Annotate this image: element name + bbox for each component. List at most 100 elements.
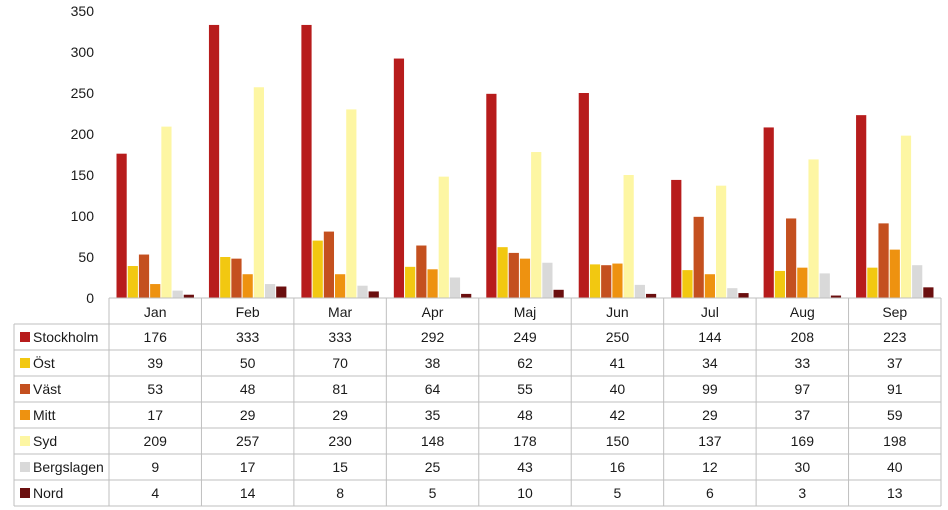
table-cell-value: 17 [240,459,256,475]
table-cell-value: 39 [147,355,163,371]
bar-väst-jul [693,216,704,298]
table-cell-value: 64 [425,381,441,397]
bar-syd-mar [346,109,357,299]
bars-area [116,24,934,299]
bar-nord-apr [461,293,472,298]
bar-nord-mar [368,291,379,298]
table-cell-value: 30 [795,459,811,475]
table-cell-value: 257 [236,433,260,449]
bar-stockholm-jul [671,179,682,298]
table-cell-value: 333 [236,329,260,345]
bar-stockholm-aug [763,127,774,298]
bar-stockholm-feb [208,24,220,298]
bar-syd-apr [438,176,449,298]
bar-syd-jun [623,175,634,298]
category-label: Apr [422,304,444,320]
bar-syd-feb [253,87,264,298]
bar-stockholm-maj [486,93,497,298]
table-cell-value: 223 [883,329,907,345]
bar-nord-maj [553,289,564,298]
bar-öst-jan [127,266,138,298]
table-cell-value: 29 [332,407,348,423]
bar-bergslagen-maj [542,262,553,298]
table-cell-value: 250 [606,329,630,345]
bar-väst-apr [416,245,427,298]
bar-bergslagen-jul [727,288,738,298]
bar-mitt-maj [519,258,531,298]
y-tick-label: 50 [78,249,94,265]
table-cell-value: 50 [240,355,256,371]
bar-öst-aug [774,270,786,298]
table-cell-value: 37 [887,355,903,371]
table-cell-value: 41 [610,355,626,371]
y-tick-label: 150 [71,167,95,183]
bar-mitt-aug [797,267,808,298]
table-cell-value: 40 [887,459,903,475]
table-cell-value: 14 [240,485,256,501]
legend-key-öst [20,358,30,368]
y-tick-label: 250 [71,85,95,101]
table-cell-value: 81 [332,381,348,397]
bar-väst-sep [878,223,889,298]
table-cell-value: 42 [610,407,626,423]
table-cell-value: 209 [144,433,168,449]
bar-syd-jan [161,126,172,299]
category-label: Sep [882,304,907,320]
bar-mitt-jan [150,284,161,298]
table-cell-value: 97 [795,381,811,397]
bar-bergslagen-jun [634,284,645,298]
bar-nord-jul [738,293,749,298]
table-cell-value: 249 [513,329,537,345]
category-label: Jun [606,304,629,320]
table-cell-value: 137 [698,433,722,449]
table-cell-value: 55 [517,381,533,397]
bar-öst-apr [405,266,416,298]
table-cell-value: 43 [517,459,533,475]
legend-label: Öst [33,354,55,371]
bar-mitt-jul [704,274,715,298]
table-cell-value: 17 [147,407,163,423]
legend-key-syd [20,436,30,446]
table-cell-value: 62 [517,355,533,371]
category-label: Feb [236,304,260,320]
bar-väst-mar [323,231,335,298]
legend-label: Mitt [33,407,56,423]
bar-väst-jan [138,254,150,298]
bar-väst-feb [231,258,242,298]
table-cell-value: 333 [328,329,352,345]
bar-nord-jun [645,293,657,298]
table-cell-value: 148 [421,433,445,449]
bar-mitt-apr [427,269,438,298]
table-cell-value: 29 [240,407,256,423]
table-cell-value: 48 [517,407,533,423]
table-cell-value: 144 [698,329,722,345]
bar-stockholm-jun [578,93,589,298]
bar-stockholm-mar [301,24,312,298]
bar-bergslagen-jan [172,290,183,298]
bar-bergslagen-mar [357,285,368,298]
table-cell-value: 48 [240,381,256,397]
table-cell-value: 169 [791,433,815,449]
bar-öst-jul [682,270,693,298]
bar-mitt-jun [612,263,623,298]
table-cell-value: 59 [887,407,903,423]
table-cell-value: 35 [425,407,441,423]
table-cell-value: 25 [425,459,441,475]
bar-stockholm-apr [393,58,405,299]
table-cell-value: 9 [151,459,159,475]
table-cell-value: 16 [610,459,626,475]
bar-öst-jun [589,264,601,298]
table-cell-value: 198 [883,433,907,449]
category-label: Aug [790,304,815,320]
bar-stockholm-sep [856,115,867,298]
bar-syd-aug [808,159,819,298]
legend-key-väst [20,384,30,394]
bar-bergslagen-feb [264,284,276,298]
bar-nord-sep [923,287,934,298]
bar-öst-mar [312,240,323,298]
table-cell-value: 8 [336,485,344,501]
y-tick-label: 100 [71,208,95,224]
bar-syd-jul [715,185,727,298]
y-axis: 0 50 100 150 200 250 300 350 [71,3,95,306]
